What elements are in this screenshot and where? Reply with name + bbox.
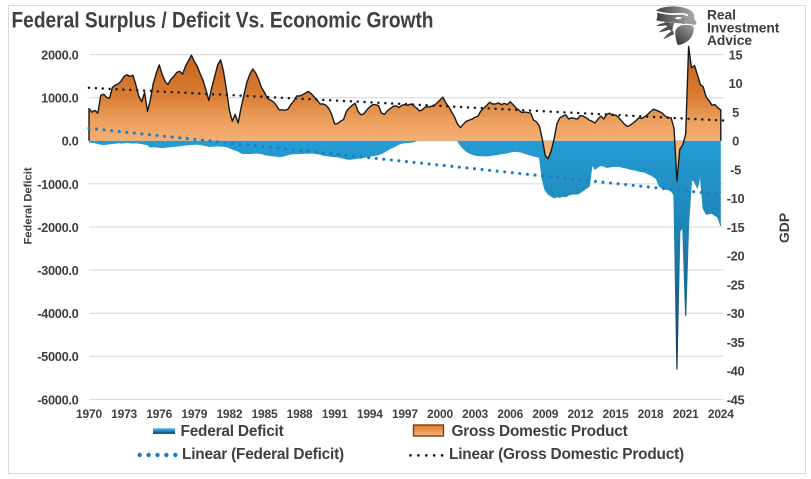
svg-text:Federal Surplus / Deficit Vs.: Federal Surplus / Deficit Vs. Economic G…: [12, 8, 434, 33]
svg-text:1982: 1982: [216, 407, 242, 421]
svg-text:-25: -25: [727, 277, 745, 292]
svg-text:-4000.0: -4000.0: [37, 306, 78, 321]
svg-text:Linear (Gross Domestic Product: Linear (Gross Domestic Product): [449, 446, 684, 463]
svg-text:1976: 1976: [146, 407, 172, 421]
svg-text:Gross Domestic Product: Gross Domestic Product: [452, 423, 628, 440]
svg-text:Federal Deficit: Federal Deficit: [23, 167, 35, 244]
svg-text:1000.0: 1000.0: [41, 91, 79, 106]
svg-text:2009: 2009: [532, 407, 558, 421]
svg-text:10: 10: [729, 76, 743, 91]
svg-text:0: 0: [732, 134, 739, 149]
svg-text:2003: 2003: [462, 407, 488, 421]
svg-text:1970: 1970: [76, 407, 102, 421]
svg-text:-15: -15: [727, 220, 745, 235]
svg-text:2000.0: 2000.0: [41, 48, 79, 63]
svg-text:0.0: 0.0: [62, 134, 79, 149]
svg-text:-45: -45: [727, 392, 745, 407]
svg-text:2024: 2024: [708, 407, 734, 421]
svg-text:Advice: Advice: [707, 33, 752, 48]
svg-text:-1000.0: -1000.0: [37, 177, 78, 192]
svg-text:-5: -5: [730, 162, 741, 177]
svg-text:GDP: GDP: [776, 213, 792, 243]
svg-text:-5000.0: -5000.0: [37, 349, 78, 364]
svg-text:1991: 1991: [322, 407, 348, 421]
svg-text:2012: 2012: [567, 407, 593, 421]
svg-text:2015: 2015: [603, 407, 629, 421]
svg-text:2018: 2018: [638, 407, 664, 421]
svg-text:1979: 1979: [181, 407, 207, 421]
svg-text:2021: 2021: [673, 407, 699, 421]
svg-text:1988: 1988: [287, 407, 313, 421]
svg-text:-6000.0: -6000.0: [37, 392, 78, 407]
svg-text:-40: -40: [727, 364, 745, 379]
svg-text:1973: 1973: [111, 407, 137, 421]
svg-text:-20: -20: [727, 249, 745, 264]
svg-text:2006: 2006: [497, 407, 523, 421]
svg-text:5: 5: [732, 105, 739, 120]
svg-text:Investment: Investment: [707, 21, 780, 36]
svg-text:Linear (Federal Deficit): Linear (Federal Deficit): [182, 446, 344, 463]
svg-text:15: 15: [729, 48, 743, 63]
svg-text:-30: -30: [727, 306, 745, 321]
svg-text:-35: -35: [727, 335, 745, 350]
svg-text:Real: Real: [707, 7, 736, 22]
svg-text:1985: 1985: [252, 407, 278, 421]
svg-text:-2000.0: -2000.0: [37, 220, 78, 235]
svg-text:-10: -10: [727, 191, 745, 206]
svg-text:1994: 1994: [357, 407, 383, 421]
svg-text:Federal Deficit: Federal Deficit: [181, 423, 284, 440]
svg-text:-3000.0: -3000.0: [37, 263, 78, 278]
svg-text:2000: 2000: [427, 407, 453, 421]
svg-text:1997: 1997: [392, 407, 418, 421]
